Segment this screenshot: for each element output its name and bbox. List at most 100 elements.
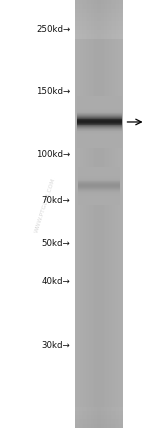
Bar [75,34,123,39]
Bar [78,202,120,203]
Text: 150kd→: 150kd→ [36,86,70,96]
Bar [86,0,87,428]
Bar [80,0,81,428]
Bar [107,0,109,428]
Bar [100,0,101,428]
Bar [97,0,98,428]
Bar [75,278,123,282]
Bar [75,304,123,308]
Bar [76,120,122,121]
Bar [76,113,122,114]
Bar [75,43,123,47]
Bar [75,124,123,128]
Bar [75,210,123,214]
Bar [75,270,123,274]
Bar [75,26,123,30]
Bar [75,312,123,317]
Bar [76,116,122,117]
Bar [76,109,122,110]
Bar [76,145,122,146]
Bar [78,199,120,200]
Bar [76,123,122,124]
Bar [75,398,123,402]
Bar [78,185,120,186]
Bar [75,4,123,9]
Bar [75,227,123,231]
Bar [76,103,122,104]
Bar [76,140,122,141]
Bar [75,39,123,43]
Bar [75,231,123,235]
Bar [78,200,120,201]
Bar [78,178,120,180]
Bar [93,0,94,428]
Bar [75,98,123,103]
Bar [78,194,120,195]
Bar [75,317,123,321]
Bar [76,146,122,147]
Bar [76,97,122,98]
Bar [75,291,123,295]
Bar [78,189,120,190]
Bar [75,342,123,347]
Bar [76,108,122,109]
Bar [78,191,120,192]
Bar [76,0,77,428]
Bar [75,150,123,154]
Bar [78,196,120,197]
Bar [75,175,123,180]
Bar [88,0,89,428]
Bar [76,125,122,126]
Bar [75,47,123,51]
Bar [75,167,123,171]
Bar [75,137,123,141]
Bar [75,235,123,240]
Bar [78,170,120,171]
Bar [75,381,123,385]
Bar [75,407,123,411]
Bar [76,118,122,119]
Bar [75,64,123,68]
Bar [78,175,120,176]
Bar [75,274,123,278]
Bar [78,197,120,199]
Bar [105,0,106,428]
Bar [77,0,79,428]
Bar [75,282,123,287]
Bar [118,0,119,428]
Bar [87,0,88,428]
Bar [75,120,123,124]
Bar [75,107,123,111]
Bar [75,240,123,244]
Bar [75,0,76,428]
Bar [75,116,123,120]
Bar [78,203,120,204]
Bar [78,195,120,196]
Bar [75,111,123,116]
Bar [76,135,122,136]
Bar [75,133,123,137]
Bar [75,141,123,146]
Bar [75,223,123,227]
Bar [76,129,122,130]
Bar [99,0,100,428]
Bar [75,86,123,90]
Bar [76,102,122,103]
Bar [92,0,93,428]
Bar [76,131,122,132]
Text: 30kd→: 30kd→ [42,341,70,351]
Bar [78,193,120,194]
Bar [94,0,95,428]
Bar [76,141,122,142]
Bar [112,0,113,428]
Bar [76,104,122,105]
Bar [75,171,123,175]
Bar [75,372,123,377]
Bar [98,0,99,428]
Bar [75,146,123,150]
Bar [75,184,123,188]
Bar [75,9,123,13]
Bar [76,101,122,102]
Bar [75,0,123,428]
Bar [75,368,123,372]
